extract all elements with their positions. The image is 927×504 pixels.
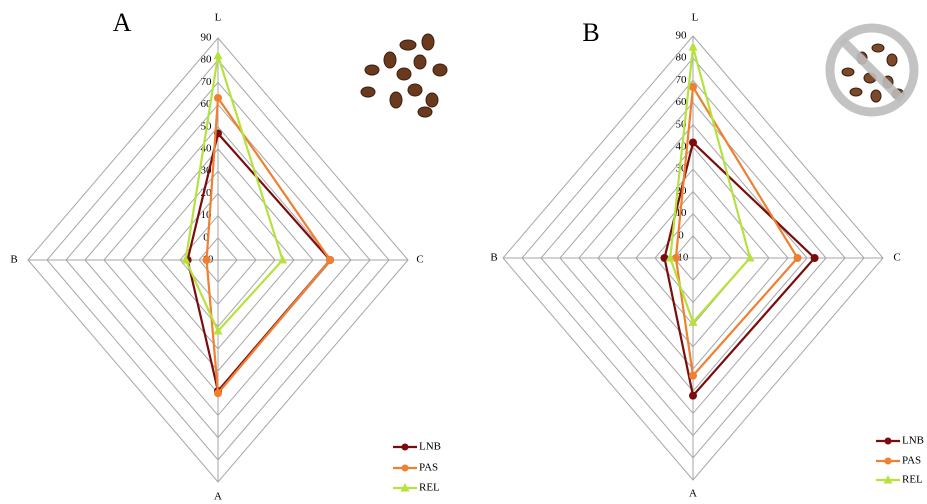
series-line bbox=[676, 87, 798, 376]
legend-label: REL bbox=[902, 474, 923, 486]
category-label: C bbox=[416, 254, 423, 266]
chart-title: B bbox=[582, 18, 599, 47]
legend-label: LNB bbox=[419, 441, 441, 453]
legend-marker bbox=[402, 465, 409, 472]
legend-marker bbox=[885, 438, 892, 445]
data-point bbox=[794, 254, 802, 262]
data-point bbox=[203, 256, 211, 264]
data-point bbox=[326, 256, 334, 264]
legend-label: PAS bbox=[419, 462, 438, 474]
category-label: L bbox=[215, 12, 222, 24]
legend-label: REL bbox=[419, 482, 440, 494]
data-point bbox=[214, 94, 222, 102]
data-point bbox=[214, 51, 223, 60]
data-point bbox=[689, 139, 697, 147]
category-label: B bbox=[490, 252, 497, 264]
category-label: A bbox=[214, 491, 222, 503]
category-label: L bbox=[692, 12, 699, 24]
r-tick-label: 70 bbox=[201, 76, 213, 88]
category-label: C bbox=[893, 252, 900, 264]
no-seed-icon bbox=[830, 28, 914, 112]
chart: A-100102030405060708090LCABLNBPASRELB-10… bbox=[0, 0, 927, 504]
seed-image bbox=[361, 34, 447, 117]
data-point bbox=[689, 42, 698, 51]
data-point bbox=[689, 392, 697, 400]
data-point bbox=[811, 254, 819, 262]
r-tick-label: 90 bbox=[676, 30, 688, 42]
r-tick-label: 60 bbox=[676, 96, 688, 108]
r-tick-label: 70 bbox=[676, 74, 688, 86]
data-point bbox=[278, 255, 287, 264]
data-point bbox=[689, 83, 697, 91]
r-tick-label: 80 bbox=[201, 54, 213, 66]
r-tick-label: 80 bbox=[676, 52, 688, 64]
legend-label: PAS bbox=[902, 455, 921, 467]
legend-marker bbox=[885, 458, 892, 465]
legend-marker bbox=[402, 444, 409, 451]
legend-label: LNB bbox=[902, 435, 924, 447]
chart-title: A bbox=[113, 8, 132, 37]
data-point bbox=[214, 389, 222, 397]
data-point bbox=[689, 372, 697, 380]
category-label: A bbox=[689, 488, 697, 500]
r-tick-label: 90 bbox=[201, 32, 213, 44]
category-label: B bbox=[10, 254, 17, 266]
